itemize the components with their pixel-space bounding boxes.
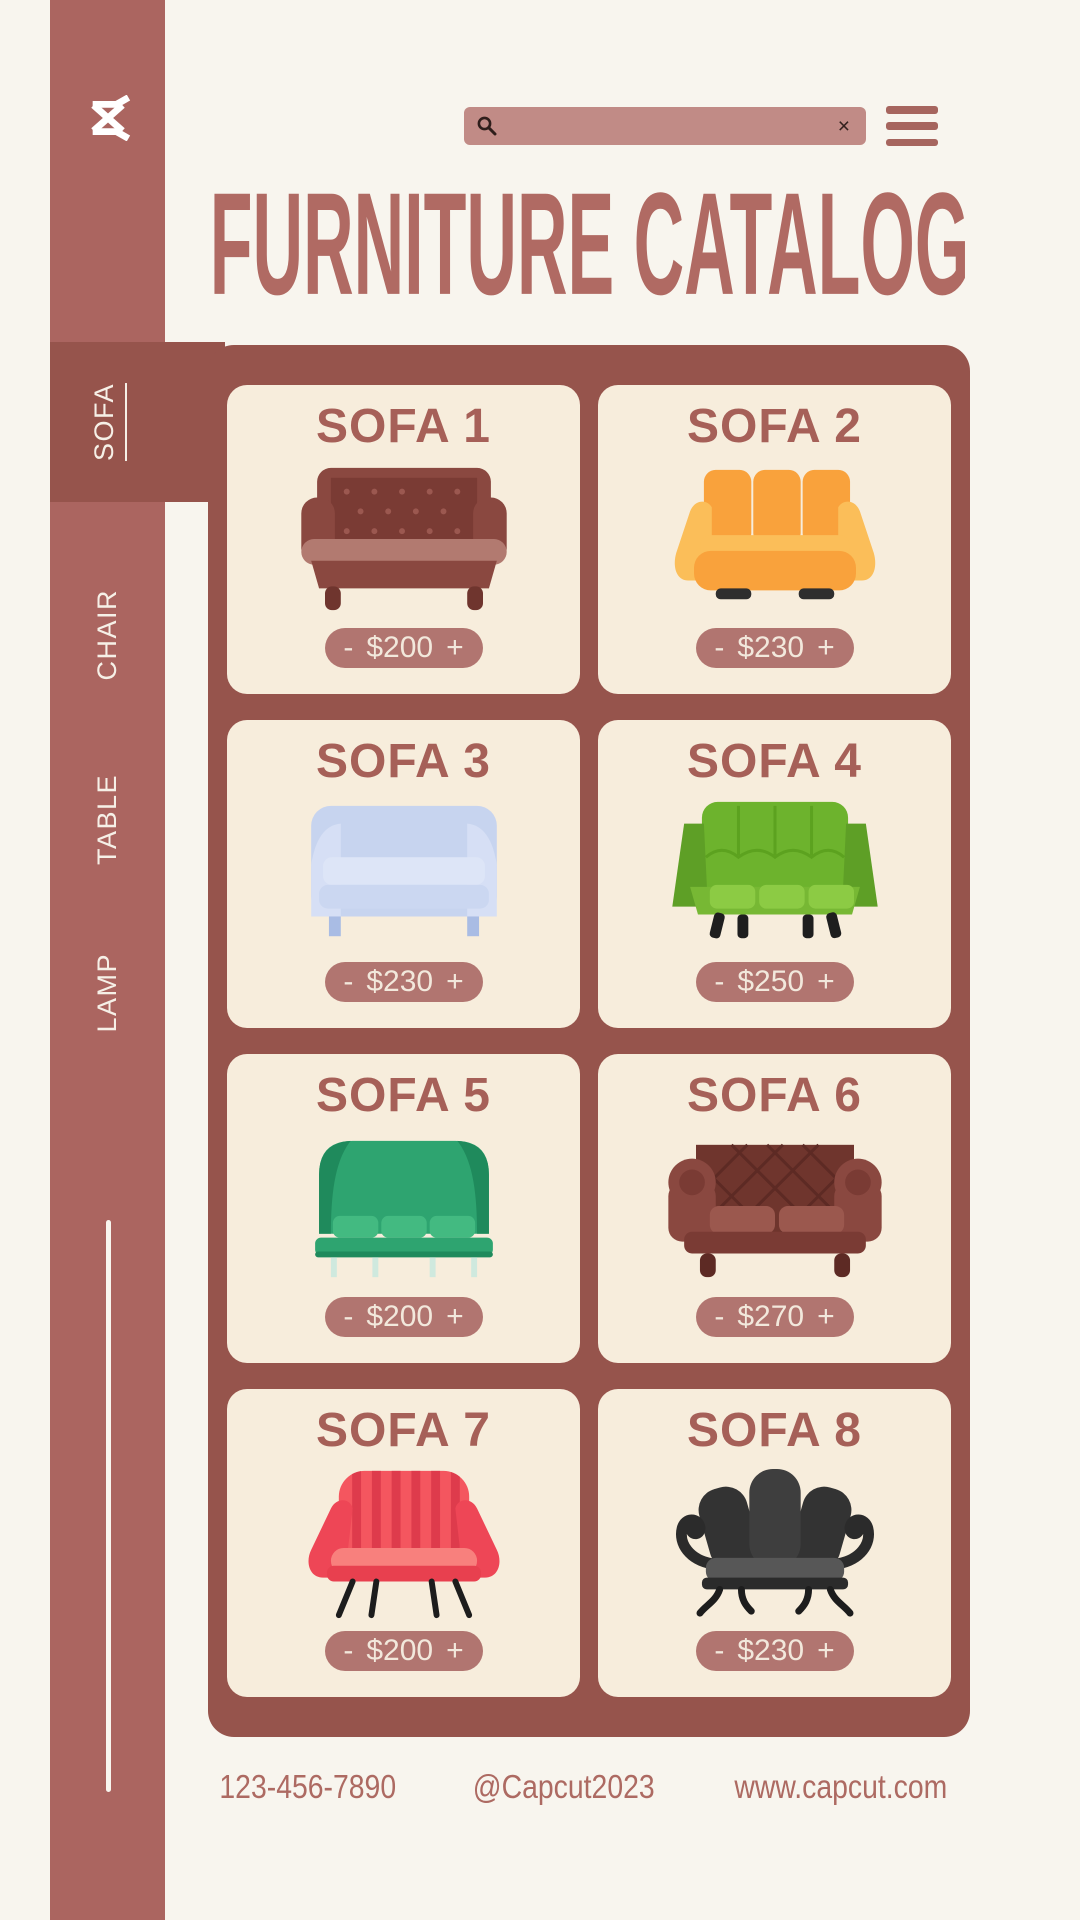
tab-chair-label: CHAIR (92, 589, 122, 681)
price-stepper: - $230 + (695, 627, 854, 668)
menu-bar (886, 138, 938, 146)
tab-table-label: TABLE (92, 774, 122, 866)
page-title-wrap: FURNITURE CATALOG (100, 162, 1080, 325)
product-name: SOFA 1 (316, 400, 491, 453)
increase-price-button[interactable]: + (446, 1634, 464, 1667)
price-stepper: - $200 + (324, 1296, 483, 1337)
footer-social-handle: @Capcut2023 (473, 1768, 655, 1805)
price-stepper: - $250 + (695, 962, 854, 1002)
sofa-6-illustration (598, 1123, 951, 1297)
footer-phone: 123-456-7890 (219, 1768, 397, 1805)
price-stepper: - $230 + (324, 962, 483, 1002)
active-tab-background (50, 342, 225, 502)
decrease-price-button[interactable]: - (343, 1299, 354, 1333)
decrease-price-button[interactable]: - (343, 630, 354, 664)
product-name: SOFA 3 (316, 734, 491, 788)
menu-bar (886, 106, 938, 114)
price-value: $250 (737, 965, 805, 998)
sofa-5-illustration (227, 1123, 580, 1297)
sofa-7-illustration (227, 1458, 580, 1632)
price-value: $200 (366, 630, 434, 664)
search-input[interactable] (506, 112, 826, 140)
increase-price-button[interactable]: + (446, 630, 464, 664)
price-value: $230 (366, 965, 434, 998)
price-stepper: - $230 + (695, 1631, 854, 1671)
product-card-sofa-3: SOFA 3 - $230 + (227, 719, 580, 1028)
sidebar-tab-chair[interactable]: CHAIR (50, 575, 165, 695)
increase-price-button[interactable]: + (817, 1634, 835, 1667)
product-card-sofa-1: SOFA 1 (227, 385, 580, 694)
search-bar: × (464, 107, 866, 145)
product-name: SOFA 5 (316, 1069, 491, 1122)
sofa-4-illustration (598, 789, 951, 963)
sidebar-tab-lamp[interactable]: LAMP (50, 933, 165, 1053)
sidebar-tab-sofa[interactable]: SOFA (50, 342, 165, 502)
capcut-logo-glyph (90, 95, 130, 141)
increase-price-button[interactable]: + (817, 965, 835, 998)
footer-website: www.capcut.com (734, 1768, 948, 1805)
product-card-sofa-5: SOFA 5 - (227, 1054, 580, 1363)
product-card-sofa-7: SOFA 7 (227, 1388, 580, 1697)
price-value: $200 (366, 1299, 434, 1333)
product-card-sofa-4: SOFA 4 (598, 719, 951, 1028)
page-title: FURNITURE CATALOG (210, 161, 970, 326)
increase-price-button[interactable]: + (446, 965, 464, 998)
sofa-8-illustration (598, 1458, 951, 1632)
sofa-1-illustration (227, 454, 580, 628)
footer: 123-456-7890 @Capcut2023 www.capcut.com (205, 1765, 965, 1809)
decrease-price-button[interactable]: - (714, 1299, 725, 1333)
decrease-price-button[interactable]: - (714, 630, 725, 664)
decrease-price-button[interactable]: - (343, 1634, 354, 1667)
price-value: $230 (737, 1634, 805, 1667)
search-icon (477, 116, 497, 136)
sidebar-tab-table[interactable]: TABLE (50, 760, 165, 880)
tab-sofa-label: SOFA (88, 382, 127, 462)
increase-price-button[interactable]: + (817, 630, 835, 664)
tab-lamp-label: LAMP (92, 953, 122, 1033)
product-name: SOFA 2 (687, 400, 862, 453)
price-stepper: - $200 + (324, 1631, 483, 1671)
price-value: $200 (366, 1634, 434, 1667)
price-value: $230 (737, 630, 805, 664)
increase-price-button[interactable]: + (446, 1299, 464, 1333)
sofa-3-illustration (227, 789, 580, 963)
menu-bar (886, 122, 938, 130)
menu-button[interactable] (886, 106, 938, 146)
product-card-sofa-8: SOFA 8 (598, 1388, 951, 1697)
sidebar-divider-line (106, 1220, 111, 1792)
product-name: SOFA 4 (687, 734, 862, 788)
catalog-panel: SOFA 1 (208, 345, 970, 1737)
decrease-price-button[interactable]: - (714, 1634, 725, 1667)
decrease-price-button[interactable]: - (343, 965, 354, 998)
product-name: SOFA 6 (687, 1069, 862, 1122)
decrease-price-button[interactable]: - (714, 965, 725, 998)
capcut-logo-icon (50, 88, 165, 148)
increase-price-button[interactable]: + (817, 1299, 835, 1333)
product-name: SOFA 8 (687, 1403, 862, 1457)
product-card-sofa-6: SOFA 6 (598, 1054, 951, 1363)
product-name: SOFA 7 (316, 1403, 491, 1457)
clear-search-button[interactable]: × (837, 114, 850, 138)
sofa-2-illustration (598, 454, 951, 628)
price-stepper: - $200 + (324, 627, 483, 668)
price-stepper: - $270 + (695, 1296, 854, 1337)
product-card-sofa-2: SOFA 2 - $230 + (598, 385, 951, 694)
price-value: $270 (737, 1299, 805, 1333)
